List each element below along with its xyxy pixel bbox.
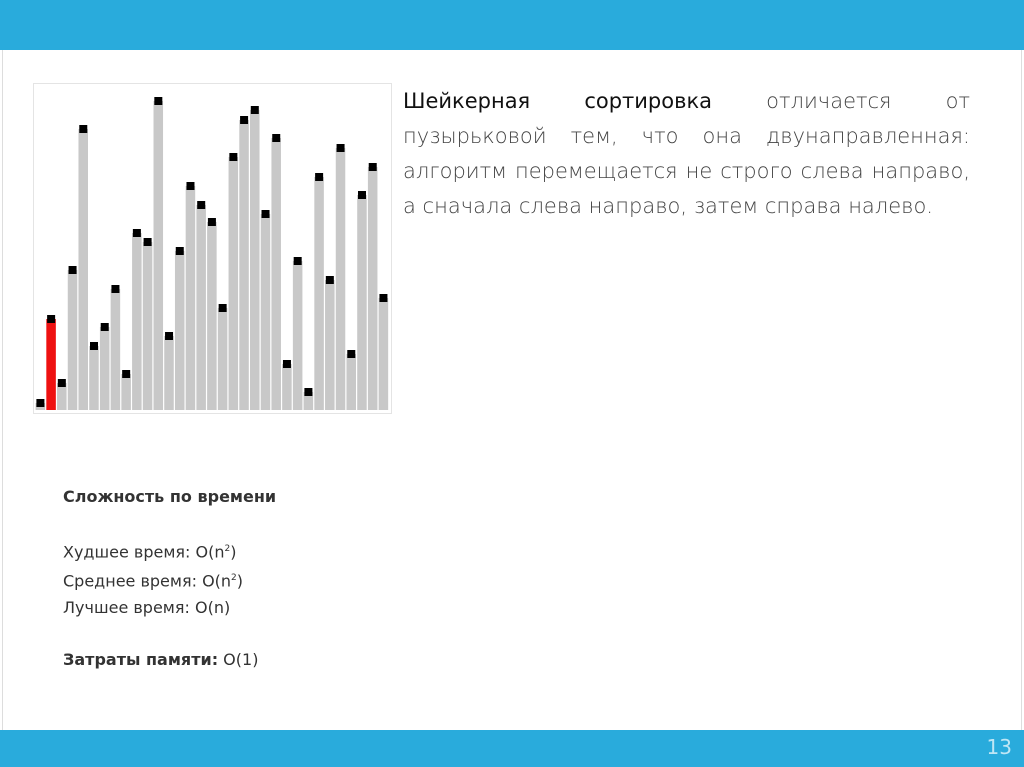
bar-marker <box>197 201 206 209</box>
bar-marker <box>90 342 98 350</box>
bar <box>207 222 217 410</box>
bar-marker <box>57 379 66 387</box>
bar-marker <box>336 144 345 152</box>
bar <box>260 214 271 410</box>
bar <box>228 157 239 410</box>
description: Шейкерная сортировка отличается от пузыр… <box>403 84 970 224</box>
bar <box>153 101 164 410</box>
bar <box>110 289 121 410</box>
row-value: O(n) <box>189 597 231 617</box>
bar <box>67 270 78 410</box>
bar-marker <box>47 315 56 323</box>
lead: Шейкерная сортировка <box>403 89 713 113</box>
bar-marker <box>175 247 184 255</box>
bar-marker <box>229 153 238 161</box>
bar <box>164 336 174 410</box>
complexity-row: Худшее время: O(n2) <box>63 536 276 565</box>
bar-marker <box>218 304 227 312</box>
bar-marker <box>122 370 131 378</box>
bar <box>250 110 260 410</box>
bar-marker <box>325 276 334 284</box>
memory: Затраты памяти: O(1) <box>63 647 276 673</box>
bar <box>89 346 99 410</box>
bar <box>46 319 56 410</box>
bar-marker <box>165 332 174 340</box>
bar-marker <box>36 399 45 407</box>
bar <box>57 383 67 410</box>
footer-bar <box>0 730 1024 767</box>
bar-marker <box>207 218 216 226</box>
row-exponent: 2 <box>224 544 231 554</box>
bar <box>174 251 185 410</box>
row-label: Среднее время: <box>63 571 197 591</box>
page-number: 13 <box>986 735 1012 759</box>
bar <box>282 364 292 410</box>
bar <box>292 261 303 410</box>
body: отличается от пузырьковой тем, что она д… <box>403 89 970 218</box>
bar-marker <box>261 210 270 218</box>
row-end: ) <box>236 571 244 591</box>
bar <box>196 205 206 410</box>
bar <box>99 327 110 410</box>
bar-marker <box>240 116 249 124</box>
bar-marker <box>250 106 259 114</box>
bar-marker <box>111 285 120 293</box>
bar-marker <box>358 191 366 199</box>
bar <box>217 308 228 410</box>
bar <box>239 120 249 410</box>
bar <box>335 148 346 410</box>
bar <box>303 392 314 410</box>
bar-marker <box>315 173 324 181</box>
bar <box>271 138 281 410</box>
bar <box>185 186 196 410</box>
bar <box>378 298 389 410</box>
row-exponent: 2 <box>231 573 237 584</box>
bar-marker <box>282 360 291 368</box>
bar-marker <box>368 163 377 171</box>
bar-marker <box>68 266 77 274</box>
bar <box>346 354 356 410</box>
bar-marker <box>293 257 302 265</box>
slide-frame <box>2 50 1022 730</box>
bar-marker <box>132 229 141 237</box>
row-value: O(n <box>196 571 232 591</box>
bar <box>367 167 378 410</box>
header-bar <box>0 0 1024 50</box>
row-value: O(n <box>190 542 225 562</box>
bar-marker <box>186 182 195 190</box>
bar <box>78 129 88 410</box>
row-label: Худшее время: <box>63 542 191 562</box>
complexity-rows: Худшее время: O(n2) Среднее время: O(n2) Л… <box>63 536 276 621</box>
bar-marker <box>143 238 152 246</box>
bar <box>357 195 367 410</box>
bar <box>314 177 324 410</box>
bar-marker <box>100 323 109 331</box>
complexity-row: Среднее время: O(n2) <box>63 565 276 594</box>
bar-marker <box>272 134 281 142</box>
complexity: Сложность по времени Худшее время: O(n2)… <box>63 484 276 673</box>
bar-marker <box>347 350 356 358</box>
complexity-title: Сложность по времени <box>63 487 277 506</box>
row-end: ) <box>230 542 237 562</box>
bar-marker <box>79 125 88 133</box>
bar <box>325 280 335 410</box>
memory-value: O(1) <box>218 649 259 669</box>
bar <box>121 374 131 410</box>
complexity-row: Лучшее время: O(n) <box>63 595 276 621</box>
memory-label: Затраты памяти: <box>63 649 219 669</box>
sort-figure <box>33 83 392 414</box>
bar <box>142 242 153 410</box>
bar <box>132 233 142 410</box>
bar-marker <box>304 388 313 396</box>
bar-marker <box>154 97 163 105</box>
bar-marker <box>379 294 388 302</box>
row-label: Лучшее время: <box>63 597 190 617</box>
